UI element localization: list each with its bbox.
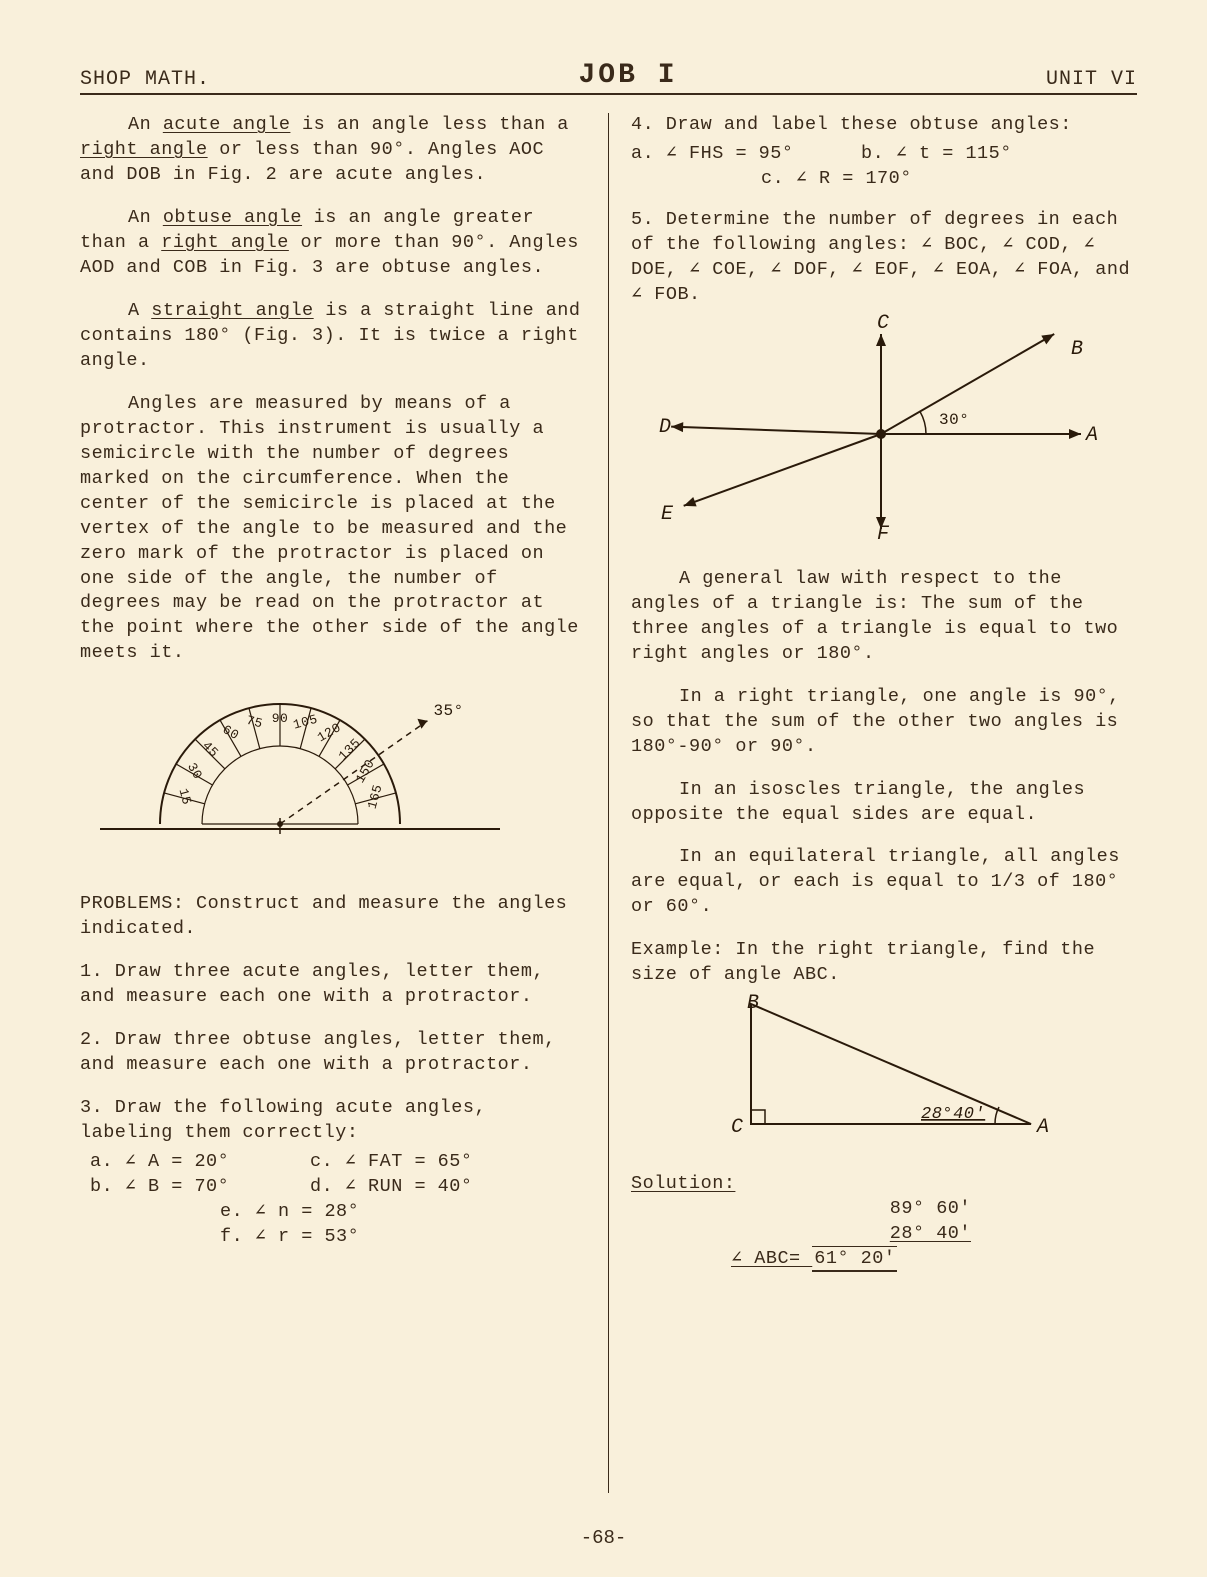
item-3f: f. ∠ r = 53° bbox=[220, 1225, 586, 1250]
page-header: SHOP MATH. JOB I UNIT VI bbox=[80, 60, 1137, 95]
item-4b: b. ∠ t = 115° bbox=[861, 142, 1012, 167]
text: An bbox=[128, 207, 163, 228]
problem-2: 2. Draw three obtuse angles, letter them… bbox=[80, 1028, 586, 1078]
svg-text:A: A bbox=[1084, 424, 1099, 447]
content-columns: An acute angle is an angle less than a r… bbox=[80, 113, 1137, 1493]
svg-text:C: C bbox=[731, 1116, 744, 1139]
svg-text:90: 90 bbox=[272, 711, 289, 726]
left-column: An acute angle is an angle less than a r… bbox=[80, 113, 608, 1493]
solution-line-2: 28° 40' bbox=[811, 1222, 971, 1247]
para-protractor-desc: Angles are measured by means of a protra… bbox=[80, 392, 586, 667]
solution-underline: Solution: bbox=[631, 1173, 735, 1194]
header-left: SHOP MATH. bbox=[80, 68, 210, 91]
header-right: UNIT VI bbox=[1046, 68, 1137, 91]
term-acute-angle: acute angle bbox=[163, 114, 291, 135]
solution-line-3: ∠ ABC= 61° 20' bbox=[811, 1247, 1137, 1272]
para-obtuse: An obtuse angle is an angle greater than… bbox=[80, 206, 586, 281]
term-straight-angle: straight angle bbox=[151, 300, 313, 321]
protractor-figure: 15304560759010512013515016535° bbox=[80, 684, 586, 878]
para-right-triangle: In a right triangle, one angle is 90°, s… bbox=[631, 685, 1137, 760]
svg-text:28°40′: 28°40′ bbox=[921, 1105, 985, 1124]
page: SHOP MATH. JOB I UNIT VI An acute angle … bbox=[0, 0, 1207, 1577]
problem-5: 5. Determine the number of degrees in ea… bbox=[631, 208, 1137, 308]
problem-3: 3. Draw the following acute angles, labe… bbox=[80, 1096, 586, 1146]
svg-text:D: D bbox=[659, 416, 672, 439]
problems-heading: PROBLEMS: Construct and measure the angl… bbox=[80, 892, 586, 942]
para-straight: A straight angle is a straight line and … bbox=[80, 299, 586, 374]
item-4a: a. ∠ FHS = 95° bbox=[631, 142, 861, 167]
angle-diagram-figure: A B C D E F 30° bbox=[631, 314, 1137, 553]
angle-diagram-svg: A B C D E F 30° bbox=[631, 314, 1101, 544]
item-3c: c. ∠ FAT = 65° bbox=[310, 1150, 472, 1175]
svg-text:E: E bbox=[661, 503, 674, 526]
text: A bbox=[128, 300, 151, 321]
page-number: -68- bbox=[0, 1527, 1207, 1549]
para-triangle-law: A general law with respect to the angles… bbox=[631, 567, 1137, 667]
text: An bbox=[128, 114, 163, 135]
svg-text:75: 75 bbox=[245, 713, 265, 732]
svg-text:35°: 35° bbox=[433, 702, 463, 720]
right-column: 4. Draw and label these obtuse angles: a… bbox=[608, 113, 1137, 1493]
solution-label: Solution: bbox=[631, 1172, 1137, 1197]
solution-answer-value: 61° 20' bbox=[812, 1246, 897, 1272]
item-3d: d. ∠ RUN = 40° bbox=[310, 1175, 472, 1200]
item-3b: b. ∠ B = 70° bbox=[90, 1175, 310, 1200]
solution-block: 89° 60' 28° 40' ∠ ABC= 61° 20' bbox=[811, 1197, 1137, 1272]
svg-text:C: C bbox=[877, 314, 890, 335]
problem-1: 1. Draw three acute angles, letter them,… bbox=[80, 960, 586, 1010]
svg-text:45: 45 bbox=[199, 739, 221, 761]
svg-text:105: 105 bbox=[292, 712, 320, 733]
svg-text:A: A bbox=[1035, 1116, 1050, 1139]
svg-text:120: 120 bbox=[315, 720, 344, 745]
solution-answer-prefix: ∠ ABC= bbox=[731, 1248, 812, 1269]
term-right-angle: right angle bbox=[161, 232, 289, 253]
example-heading: Example: In the right triangle, find the… bbox=[631, 938, 1137, 988]
triangle-svg: B C A 28°40′ bbox=[631, 994, 1101, 1149]
term-obtuse-angle: obtuse angle bbox=[163, 207, 302, 228]
svg-text:15: 15 bbox=[175, 787, 194, 807]
para-isosceles: In an isoscles triangle, the angles oppo… bbox=[631, 778, 1137, 828]
problem-3-items: a. ∠ A = 20° c. ∠ FAT = 65° b. ∠ B = 70°… bbox=[90, 1150, 586, 1250]
svg-text:B: B bbox=[747, 994, 760, 1015]
para-equilateral: In an equilateral triangle, all angles a… bbox=[631, 845, 1137, 920]
item-3e: e. ∠ n = 28° bbox=[220, 1200, 586, 1225]
protractor-svg: 15304560759010512013515016535° bbox=[80, 684, 520, 869]
solution-line-1: 89° 60' bbox=[811, 1197, 971, 1222]
svg-text:165: 165 bbox=[365, 783, 386, 811]
svg-text:135: 135 bbox=[336, 736, 364, 764]
term-right-angle: right angle bbox=[80, 139, 208, 160]
para-acute: An acute angle is an angle less than a r… bbox=[80, 113, 586, 188]
svg-text:B: B bbox=[1071, 338, 1084, 361]
triangle-figure: B C A 28°40′ bbox=[631, 994, 1137, 1158]
svg-text:30°: 30° bbox=[939, 411, 969, 429]
text: is an angle less than a bbox=[290, 114, 568, 135]
item-4c: c. ∠ R = 170° bbox=[761, 167, 1137, 192]
item-3a: a. ∠ A = 20° bbox=[90, 1150, 310, 1175]
problem-4-items: a. ∠ FHS = 95° b. ∠ t = 115° c. ∠ R = 17… bbox=[631, 142, 1137, 192]
problem-4: 4. Draw and label these obtuse angles: bbox=[631, 113, 1137, 138]
svg-text:F: F bbox=[877, 523, 890, 544]
header-center: JOB I bbox=[579, 60, 678, 91]
